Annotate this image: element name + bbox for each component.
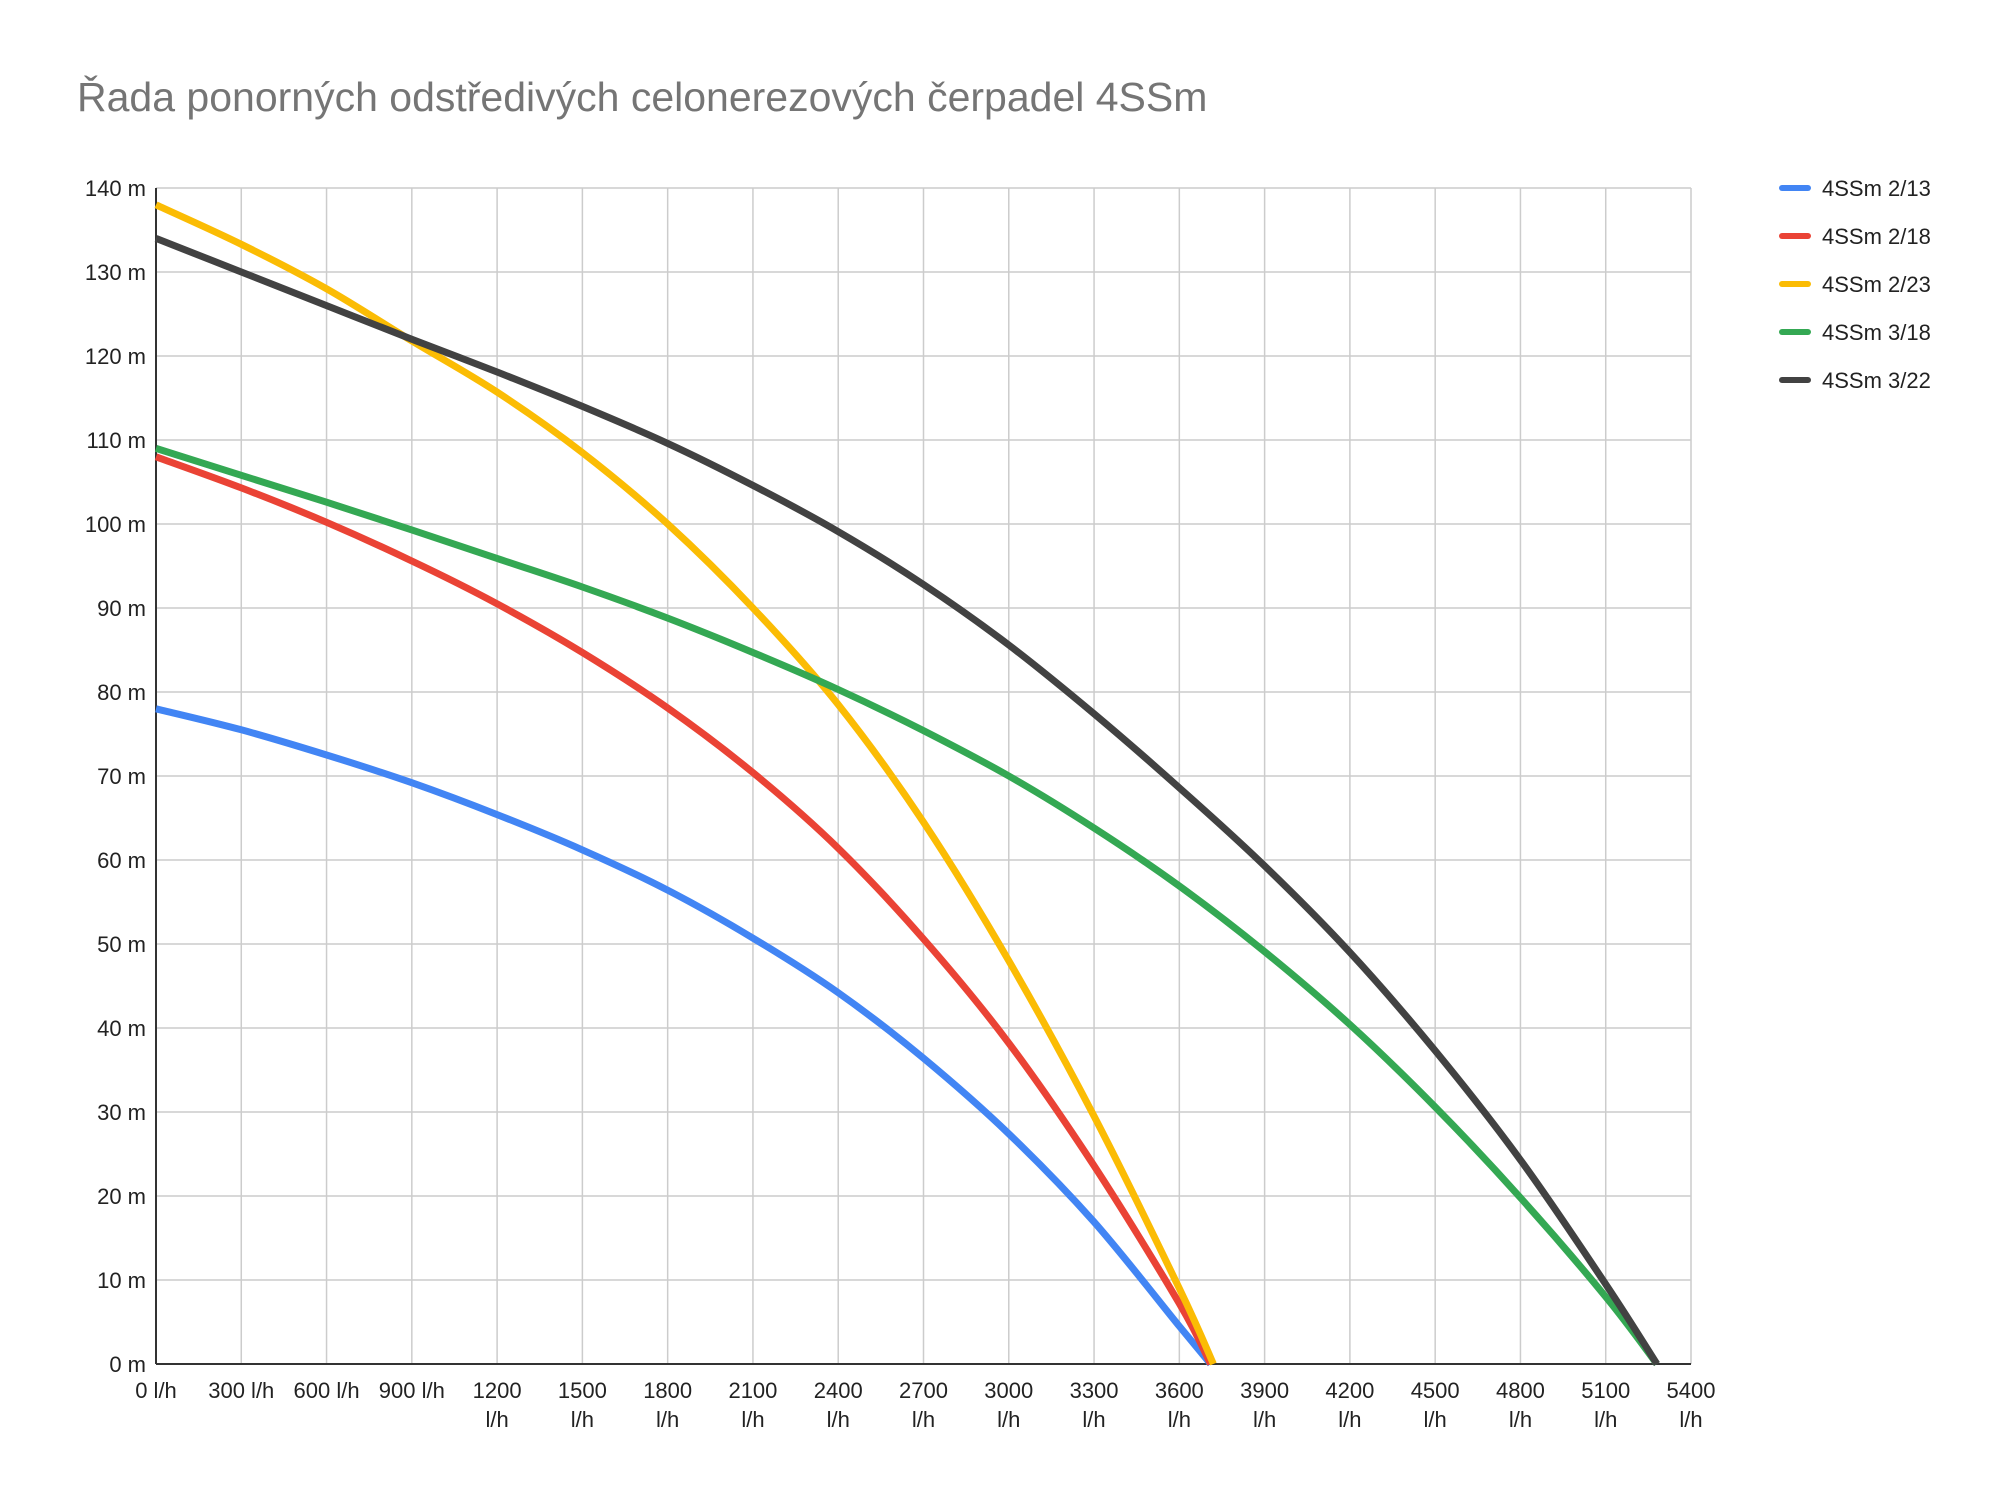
y-tick-label: 10 m — [97, 1268, 146, 1293]
legend-label: 4SSm 3/22 — [1822, 368, 1931, 393]
y-tick-label: 40 m — [97, 1016, 146, 1041]
series-line-4ssm-2-13 — [155, 705, 1214, 1367]
series-line-4ssm-2-18 — [154, 453, 1214, 1366]
y-tick-label: 60 m — [97, 848, 146, 873]
y-tick-label: 30 m — [97, 1100, 146, 1125]
x-tick-label: 1500 l/h — [558, 1378, 607, 1432]
x-tick-label: 4200 l/h — [1325, 1378, 1374, 1432]
x-tick-label: 900 l/h — [379, 1378, 445, 1403]
x-tick-label: 5100 l/h — [1581, 1378, 1630, 1432]
series-line-4ssm-3-22 — [154, 235, 1660, 1366]
y-tick-label: 120 m — [85, 344, 146, 369]
series-line-4ssm-3-18 — [154, 445, 1660, 1367]
series-lines — [154, 201, 1660, 1367]
legend-label: 4SSm 2/23 — [1822, 272, 1931, 297]
y-tick-label: 130 m — [85, 260, 146, 285]
x-tick-label: 3900 l/h — [1240, 1378, 1289, 1432]
legend-item-4ssm-3-22: 4SSm 3/22 — [1779, 368, 1931, 393]
x-tick-label: 5400 l/h — [1667, 1378, 1716, 1432]
y-tick-label: 70 m — [97, 764, 146, 789]
y-axis-tick-labels: 0 m 10 m 20 m 30 m 40 m 50 m 60 m 70 m 80 m 90 m 1… — [85, 176, 146, 1377]
x-tick-label: 300 l/h — [208, 1378, 274, 1403]
x-tick-label: 3600 l/h — [1155, 1378, 1204, 1432]
x-tick-label: 600 l/h — [294, 1378, 360, 1403]
x-tick-label: 1200 l/h — [473, 1378, 522, 1432]
chart-title: Řada ponorných odstředivých celonerezový… — [77, 74, 1208, 120]
x-tick-label: 1800 l/h — [643, 1378, 692, 1432]
y-tick-label: 0 m — [109, 1352, 146, 1377]
series-line-4ssm-2-23 — [154, 201, 1217, 1366]
y-tick-label: 90 m — [97, 596, 146, 621]
x-tick-label: 0 l/h — [135, 1378, 177, 1403]
y-tick-label: 50 m — [97, 932, 146, 957]
x-tick-label: 3000 l/h — [984, 1378, 1033, 1432]
legend-label: 4SSm 3/18 — [1822, 320, 1931, 345]
y-tick-label: 20 m — [97, 1184, 146, 1209]
legend-item-4ssm-2-13: 4SSm 2/13 — [1779, 176, 1931, 201]
legend-label: 4SSm 2/13 — [1822, 176, 1931, 201]
x-tick-label: 2400 l/h — [814, 1378, 863, 1432]
legend-item-4ssm-2-23: 4SSm 2/23 — [1779, 272, 1931, 297]
y-tick-label: 110 m — [86, 428, 146, 453]
x-tick-label: 4800 l/h — [1496, 1378, 1545, 1432]
x-tick-label: 3300 l/h — [1070, 1378, 1119, 1432]
x-tick-label: 2700 l/h — [899, 1378, 948, 1432]
legend-item-4ssm-2-18: 4SSm 2/18 — [1779, 224, 1931, 249]
legend-label: 4SSm 2/18 — [1822, 224, 1931, 249]
x-tick-label: 4500 l/h — [1411, 1378, 1460, 1432]
axes — [155, 188, 1691, 1365]
legend-item-4ssm-3-18: 4SSm 3/18 — [1779, 320, 1931, 345]
y-tick-label: 80 m — [97, 680, 146, 705]
y-tick-label: 100 m — [85, 512, 146, 537]
x-tick-label: 2100 l/h — [728, 1378, 777, 1432]
legend: 4SSm 2/13 4SSm 2/18 4SSm 2/23 4SSm 3/18 4SSm… — [1779, 176, 1931, 393]
y-tick-label: 140 m — [85, 176, 146, 201]
x-axis-tick-labels: 0 l/h 300 l/h 600 l/h 900 l/h 1200 l/h 1500 l/h… — [135, 1378, 1715, 1432]
grid-lines — [156, 187, 1692, 1364]
